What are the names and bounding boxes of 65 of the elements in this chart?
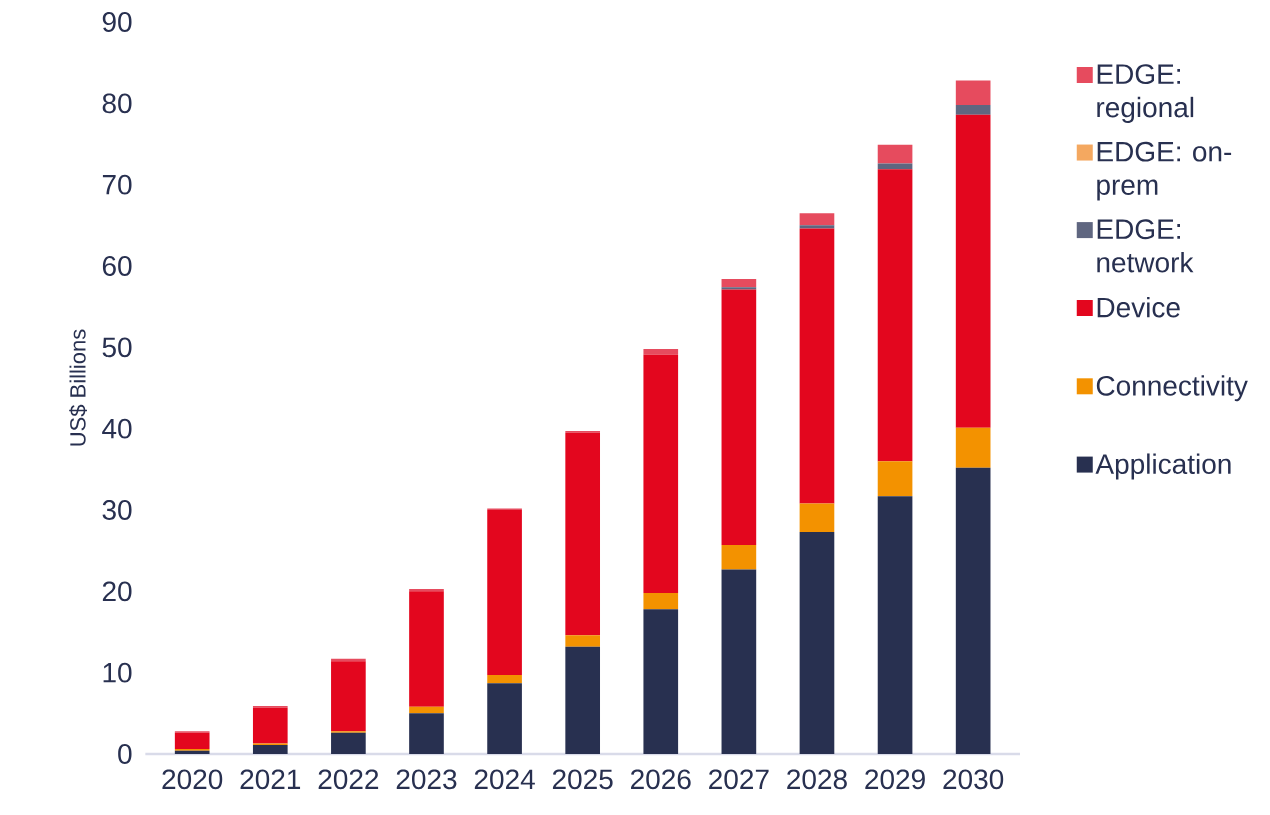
y-tick-label: 10 xyxy=(103,662,132,683)
y-tick-label: 80 xyxy=(102,93,132,114)
bar xyxy=(252,745,288,754)
y-tick-label: 20 xyxy=(102,581,132,602)
x-tick-label: 2021 xyxy=(240,769,301,790)
x-tick-label: 2024 xyxy=(474,769,535,790)
bar xyxy=(877,144,913,164)
bar xyxy=(409,706,444,714)
x-tick-label: 2025 xyxy=(552,769,613,790)
x-tick-label: 2027 xyxy=(709,769,769,790)
legend-label: EDGE: on-prem xyxy=(1097,141,1232,201)
bar xyxy=(643,354,679,593)
y-tick-label: 70 xyxy=(102,174,132,195)
y-tick-label: 60 xyxy=(102,256,132,276)
bar xyxy=(799,531,835,754)
y-tick-label: 30 xyxy=(102,500,132,520)
y-axis-title: US$ Billions xyxy=(69,329,87,446)
x-tick-label: 2020 xyxy=(162,769,223,790)
bar xyxy=(721,279,757,288)
bar xyxy=(799,225,835,229)
bar xyxy=(721,544,757,570)
bar xyxy=(565,635,601,647)
legend-label: Connectivity xyxy=(1096,375,1248,402)
x-tick-label: 2022 xyxy=(318,769,379,790)
bar xyxy=(955,104,991,115)
bar xyxy=(799,503,835,532)
bar xyxy=(955,467,991,754)
legend-label: Device xyxy=(1097,296,1180,318)
bar xyxy=(565,432,601,636)
bar xyxy=(721,569,757,754)
bar xyxy=(252,707,288,744)
x-tick-label: 2023 xyxy=(396,769,457,790)
y-tick-label: 40 xyxy=(102,418,132,439)
x-tick-label: 2029 xyxy=(865,769,925,790)
bar xyxy=(643,348,679,355)
bar xyxy=(721,287,757,290)
bar xyxy=(877,496,913,754)
y-tick-label: 50 xyxy=(102,337,132,358)
y-tick-label: 0 xyxy=(118,744,132,764)
x-tick-label: 2026 xyxy=(631,769,691,790)
bar xyxy=(721,289,757,545)
bar xyxy=(487,675,522,684)
bar xyxy=(174,732,210,750)
legend-label: EDGE: regional xyxy=(1097,64,1194,123)
bar xyxy=(955,427,991,468)
bar xyxy=(565,646,601,754)
legend-label: Application xyxy=(1095,453,1231,480)
bar xyxy=(643,592,679,610)
bar xyxy=(331,732,366,754)
bar xyxy=(487,510,522,676)
bar xyxy=(409,591,444,707)
bar xyxy=(955,80,991,105)
y-tick-label: 90 xyxy=(102,12,132,32)
x-tick-label: 2028 xyxy=(787,769,847,790)
bar xyxy=(643,609,679,754)
bar xyxy=(877,169,913,462)
bar xyxy=(877,461,913,497)
x-tick-label: 2030 xyxy=(943,769,1004,790)
bar xyxy=(409,713,444,754)
bar xyxy=(955,114,991,428)
bar xyxy=(799,213,835,226)
legend-label: EDGE: network xyxy=(1097,219,1194,273)
bar xyxy=(331,661,366,732)
bar xyxy=(487,683,522,754)
bar xyxy=(799,228,835,504)
